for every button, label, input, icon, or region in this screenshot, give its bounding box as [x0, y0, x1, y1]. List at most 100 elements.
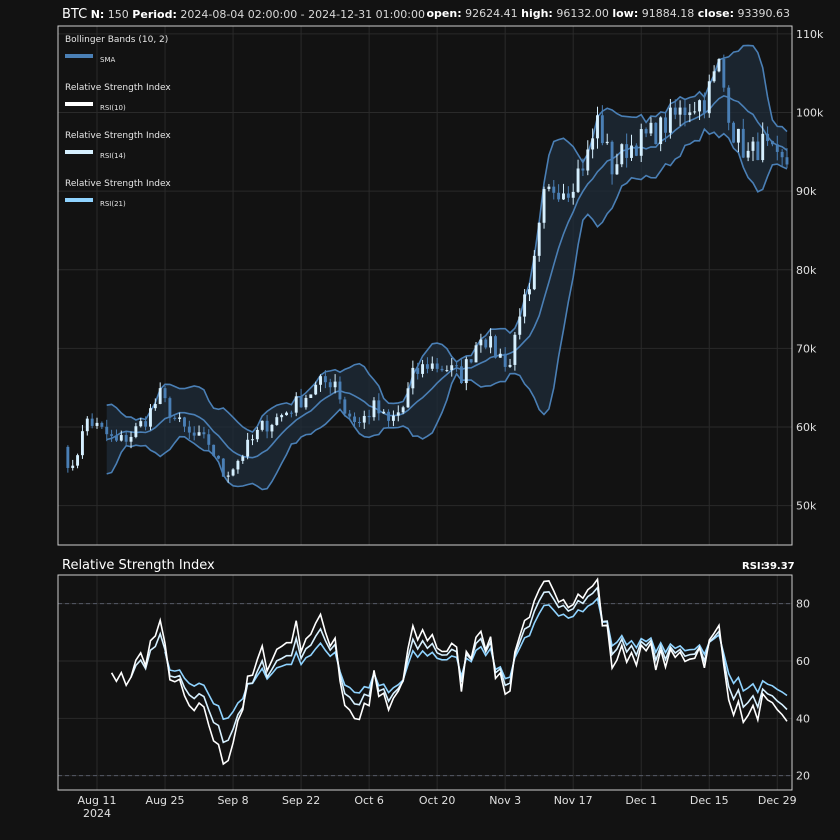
- symbol: BTC: [62, 7, 88, 22]
- candle-body: [377, 400, 381, 414]
- candle-body: [518, 316, 522, 335]
- candle: [775, 135, 779, 161]
- candle: [406, 382, 410, 409]
- candle: [178, 412, 182, 423]
- candle: [260, 420, 264, 432]
- header-right: open: 92624.41 high: 96132.00 low: 91884…: [427, 7, 791, 20]
- candle: [469, 359, 473, 364]
- candle: [231, 468, 235, 477]
- candle-body: [513, 334, 517, 365]
- rsi-ytick-label: 40: [796, 712, 810, 725]
- xtick-label: Nov 3: [489, 794, 521, 807]
- candle: [630, 134, 633, 161]
- candle-body: [736, 128, 740, 143]
- candle-body: [217, 455, 220, 459]
- candle-body: [401, 407, 405, 413]
- candle: [664, 111, 667, 143]
- candle-body: [187, 426, 191, 433]
- candle-body: [411, 367, 415, 389]
- candle-body: [353, 416, 356, 422]
- price-ytick-label: 110k: [796, 28, 824, 41]
- candle-body: [163, 388, 167, 399]
- legend-title: Bollinger Bands (10, 2): [65, 35, 168, 45]
- candle-body: [785, 157, 789, 165]
- candle-body: [459, 366, 463, 384]
- candle: [513, 331, 517, 371]
- candle: [226, 471, 230, 483]
- candle-body: [406, 388, 410, 408]
- candle: [168, 396, 172, 423]
- candle-body: [212, 444, 216, 456]
- candle: [387, 409, 391, 428]
- candle: [523, 289, 527, 324]
- candle-body: [557, 192, 561, 200]
- price-ytick-label: 100k: [796, 107, 824, 120]
- candle: [207, 429, 211, 451]
- candle: [149, 404, 152, 431]
- candle: [197, 425, 201, 436]
- candle: [270, 423, 274, 438]
- candle: [537, 222, 541, 262]
- candle-body: [275, 417, 279, 425]
- rsi-panel-title: Relative Strength Index: [62, 558, 215, 573]
- candle-body: [780, 151, 784, 158]
- xtick-label: Aug 11: [78, 794, 117, 807]
- candle-body: [367, 415, 371, 418]
- candle: [362, 410, 366, 429]
- candle: [634, 143, 638, 157]
- candle-body: [76, 455, 80, 466]
- candle: [498, 348, 502, 358]
- candle-body: [285, 412, 288, 416]
- candle: [430, 356, 434, 371]
- candle: [464, 356, 468, 391]
- candle-body: [251, 439, 254, 441]
- candle-body: [328, 382, 332, 388]
- close-label: close:: [697, 7, 734, 20]
- candle-body: [100, 422, 104, 427]
- rsi-readout-label: RSI:: [742, 561, 765, 572]
- n-label: N:: [90, 8, 105, 21]
- candle: [353, 412, 356, 428]
- candle-body: [333, 381, 337, 388]
- candle-body: [576, 168, 580, 192]
- candle-body: [440, 368, 444, 371]
- rsi-line-21: [164, 596, 788, 721]
- candle: [246, 432, 250, 460]
- candle: [654, 122, 658, 145]
- candle: [221, 458, 225, 477]
- price-panel-frame: [57, 25, 793, 546]
- candle: [71, 459, 75, 471]
- candle-body: [192, 432, 196, 436]
- legend-swatch: [65, 102, 93, 106]
- candle: [435, 357, 439, 373]
- candle: [785, 148, 789, 168]
- candle: [139, 417, 143, 428]
- candlesticks: [66, 54, 789, 483]
- candle: [95, 417, 99, 429]
- rsi-panel-frame: [57, 574, 793, 791]
- candle: [693, 101, 697, 115]
- legend-swatch: [65, 54, 93, 58]
- candle: [717, 58, 721, 73]
- candle-body: [503, 353, 507, 367]
- candle-body: [197, 432, 201, 436]
- candle-body: [202, 432, 206, 435]
- candle: [217, 455, 220, 460]
- candle: [100, 421, 104, 430]
- candle: [309, 394, 313, 399]
- candle-body: [508, 364, 512, 367]
- candle: [668, 98, 672, 139]
- candle-body: [610, 141, 614, 175]
- candle: [591, 128, 595, 159]
- candle-body: [304, 397, 308, 408]
- candle-body: [387, 411, 391, 421]
- candle: [90, 413, 94, 429]
- candle: [552, 180, 556, 200]
- candle-body: [173, 417, 177, 419]
- candle-body: [421, 364, 425, 374]
- candle: [518, 308, 522, 340]
- candle: [644, 127, 648, 138]
- candle: [144, 416, 148, 431]
- candle-body: [178, 417, 182, 419]
- candle-body: [236, 460, 240, 470]
